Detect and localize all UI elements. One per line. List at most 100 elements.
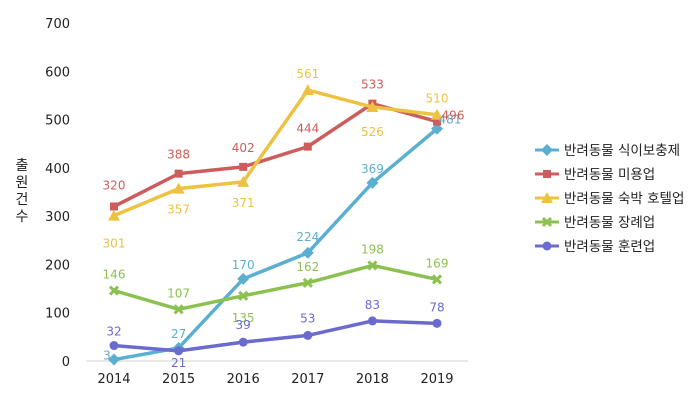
data-label-반려동물-장례업-2019: 169 — [426, 256, 449, 270]
data-point-반려동물-미용업-2019 — [433, 117, 441, 126]
data-point-반려동물-장례업-2017 — [302, 277, 313, 288]
y-tick-label-300: 300 — [45, 210, 70, 225]
data-label-반려동물-장례업-2017: 162 — [296, 260, 319, 274]
legend-marker-반려동물-장례업 — [541, 216, 553, 228]
data-label-반려동물-장례업-2014: 146 — [103, 268, 126, 282]
data-point-반려동물-숙박-호텔업-2015 — [172, 182, 185, 194]
data-label-반려동물-식이보충제-2016: 170 — [232, 258, 255, 272]
data-point-반려동물-미용업-2015 — [174, 169, 183, 178]
data-label-반려동물-훈련업-2014: 32 — [106, 325, 121, 339]
data-label-반려동물-미용업-2015: 388 — [167, 148, 190, 162]
y-tick-label-0: 0 — [62, 355, 70, 370]
y-axis-ticks: 0 100 200 300 400 500 600 700 — [45, 17, 70, 370]
data-label-반려동물-장례업-2015: 107 — [167, 286, 190, 300]
x-tick-label-2019: 2019 — [420, 372, 453, 387]
x-tick-label-2014: 2014 — [97, 372, 130, 387]
legend-marker-반려동물-식이보충제 — [541, 144, 553, 156]
data-label-반려동물-숙박-호텔업-2015: 357 — [167, 203, 190, 217]
data-point-반려동물-식이보충제-2019 — [431, 122, 443, 135]
y-tick-label-400: 400 — [45, 162, 70, 177]
data-labels-반려동물-미용업: 320 388 402 444 533 496 — [103, 78, 465, 193]
data-label-반려동물-장례업-2016: 135 — [232, 311, 255, 325]
data-point-반려동물-훈련업-2017 — [303, 330, 313, 340]
data-point-반려동물-훈련업-2016 — [238, 337, 248, 347]
data-label-반려동물-훈련업-2016: 39 — [236, 318, 251, 332]
data-point-반려동물-훈련업-2018 — [367, 316, 377, 326]
x-tick-label-2017: 2017 — [291, 372, 324, 387]
legend-item-반려동물-숙박-호텔업: 반려동물 숙박 호텔업 — [535, 191, 684, 207]
series-반려동물-식이보충제 — [108, 122, 443, 366]
data-point-반려동물-훈련업-2015 — [174, 346, 184, 356]
data-point-반려동물-장례업-2019 — [431, 274, 443, 285]
data-point-반려동물-숙박-호텔업-2016 — [237, 175, 250, 187]
series-line-반려동물-훈련업 — [113, 319, 438, 353]
data-label-반려동물-훈련업-2017: 53 — [300, 311, 315, 325]
data-point-반려동물-숙박-호텔업-2018 — [366, 101, 379, 113]
data-label-반려동물-숙박-호텔업-2017: 561 — [296, 67, 319, 81]
series-line-반려동물-장례업 — [113, 263, 438, 312]
data-label-반려동물-미용업-2018: 533 — [361, 78, 384, 92]
x-axis-ticks: 2014 2015 2016 2017 2018 2019 — [97, 372, 453, 387]
data-labels-반려동물-식이보충제: 3 27 170 224 369 481 — [103, 113, 461, 363]
data-label-반려동물-미용업-2017: 444 — [296, 122, 319, 136]
data-point-반려동물-식이보충제-2017 — [301, 246, 314, 259]
data-label-반려동물-미용업-2019: 496 — [442, 109, 465, 123]
series-line-반려동물-숙박-호텔업 — [113, 88, 438, 218]
legend-item-반려동물-장례업: 반려동물 장례업 — [535, 215, 655, 231]
data-point-반려동물-숙박-호텔업-2019 — [431, 108, 443, 120]
x-tick-label-2016: 2016 — [227, 372, 260, 387]
legend-item-반려동물-미용업: 반려동물 미용업 — [535, 167, 655, 183]
data-label-반려동물-식이보충제-2018: 369 — [361, 162, 384, 176]
data-point-반려동물-미용업-2017 — [303, 142, 312, 151]
y-tick-label-600: 600 — [45, 65, 70, 80]
legend-marker-반려동물-숙박-호텔업 — [541, 192, 553, 203]
data-point-반려동물-식이보충제-2014 — [108, 353, 120, 366]
data-label-반려동물-숙박-호텔업-2019: 510 — [426, 92, 449, 106]
legend-item-반려동물-훈련업: 반려동물 훈련업 — [535, 239, 655, 255]
data-label-반려동물-미용업-2014: 320 — [103, 178, 126, 192]
data-point-반려동물-숙박-호텔업-2017 — [301, 84, 314, 96]
data-point-반려동물-장례업-2018 — [367, 260, 378, 271]
series-line-반려동물-미용업 — [113, 101, 438, 209]
legend-label: 반려동물 미용업 — [564, 167, 655, 183]
legend-label: 반려동물 장례업 — [564, 215, 655, 231]
data-labels-반려동물-훈련업: 32 21 39 53 83 78 — [106, 298, 444, 370]
data-labels-반려동물-숙박-호텔업: 301 357 371 561 526 510 — [103, 67, 449, 251]
data-point-반려동물-장례업-2014 — [108, 285, 120, 296]
data-label-반려동물-식이보충제-2015: 27 — [171, 327, 186, 341]
data-label-반려동물-식이보충제-2014: 3 — [103, 349, 111, 363]
series-반려동물-훈련업 — [109, 316, 442, 356]
series-반려동물-장례업 — [108, 260, 443, 315]
data-point-반려동물-장례업-2016 — [238, 290, 249, 301]
x-tick-label-2018: 2018 — [356, 372, 389, 387]
series-line-반려동물-식이보충제 — [113, 127, 439, 362]
data-point-반려동물-숙박-호텔업-2014 — [108, 209, 120, 221]
data-label-반려동물-숙박-호텔업-2014: 301 — [103, 237, 126, 251]
data-label-반려동물-훈련업-2019: 78 — [429, 300, 444, 314]
data-label-반려동물-식이보충제-2019: 481 — [439, 113, 462, 127]
data-point-반려동물-장례업-2015 — [173, 304, 184, 315]
data-point-반려동물-미용업-2014 — [110, 202, 118, 211]
legend-label: 반려동물 식이보충제 — [564, 143, 680, 159]
data-label-반려동물-훈련업-2018: 83 — [365, 298, 380, 312]
data-point-반려동물-식이보충제-2016 — [237, 272, 250, 285]
y-tick-label-100: 100 — [45, 307, 70, 322]
data-label-반려동물-식이보충제-2017: 224 — [296, 230, 319, 244]
series-반려동물-미용업 — [110, 99, 441, 211]
y-tick-label-700: 700 — [45, 17, 70, 32]
data-point-반려동물-훈련업-2019 — [432, 318, 442, 328]
data-label-반려동물-훈련업-2015: 21 — [171, 356, 186, 370]
data-point-반려동물-훈련업-2014 — [109, 341, 119, 351]
data-label-반려동물-숙박-호텔업-2016: 371 — [232, 196, 255, 210]
y-tick-label-200: 200 — [45, 258, 70, 273]
data-point-반려동물-식이보충제-2018 — [366, 176, 379, 189]
legend-marker-반려동물-훈련업 — [542, 241, 552, 251]
y-tick-label-500: 500 — [45, 114, 70, 129]
legend-label: 반려동물 훈련업 — [564, 239, 655, 255]
data-label-반려동물-숙박-호텔업-2018: 526 — [361, 125, 384, 139]
series-반려동물-숙박-호텔업 — [108, 84, 443, 221]
